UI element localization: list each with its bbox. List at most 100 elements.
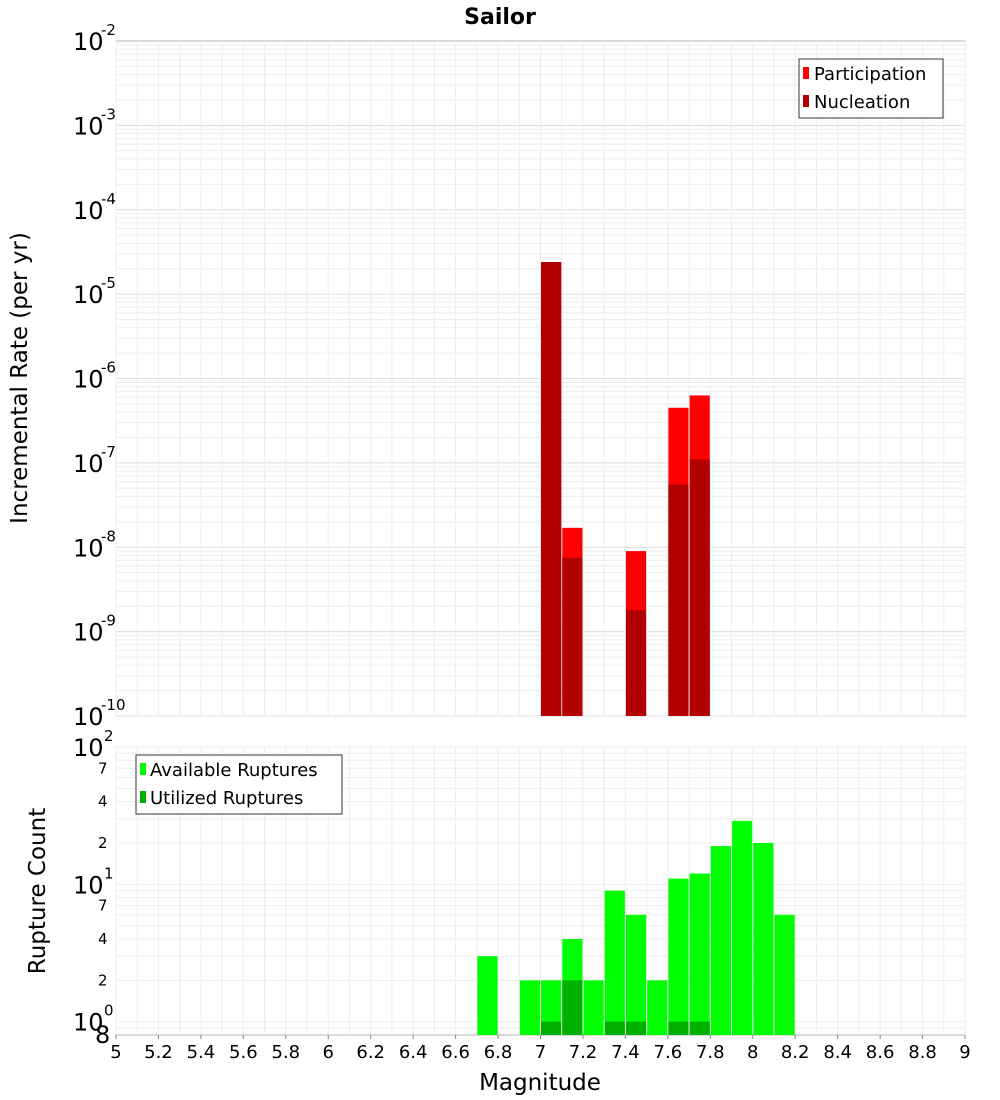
x-tick-label: 8.8: [908, 1042, 937, 1063]
nucleation-bar: [541, 262, 562, 716]
x-tick-label: 6.2: [356, 1042, 385, 1063]
x-tick-labels: 5 5.2 5.4 5.6 5.8 6 6.2 6.4 6.6 6.8 7 7.2 7.4 7.6 7.8 8…: [110, 1035, 971, 1063]
bottom-y-minor-tick: 4: [98, 793, 108, 811]
x-tick-label: 5.6: [229, 1042, 258, 1063]
top-y-tick-base: 10: [73, 28, 104, 56]
bottom-y-minor-tick: 8: [95, 1021, 110, 1049]
nucleation-bar: [689, 459, 710, 716]
top-y-tick-base: 10: [73, 450, 104, 478]
x-tick-label: 5.2: [144, 1042, 173, 1063]
bottom-y-axis-label: Rupture Count: [25, 808, 51, 974]
legend-label-available: Available Ruptures: [150, 760, 318, 781]
x-tick-label: 7.8: [696, 1042, 725, 1063]
top-y-tick-exponent: -7: [101, 443, 116, 461]
legend-label-utilized: Utilized Ruptures: [150, 788, 303, 809]
available-ruptures-bar: [519, 980, 540, 1035]
x-tick-label: 8.2: [781, 1042, 810, 1063]
top-legend: Participation Nucleation: [798, 58, 944, 119]
bottom-y-minor-tick: 4: [98, 930, 108, 948]
top-y-tick-exponent: -6: [101, 359, 116, 377]
available-ruptures-bar: [753, 843, 774, 1035]
available-ruptures-bar: [541, 980, 562, 1035]
bottom-y-minor-tick: 2: [98, 834, 108, 852]
x-tick-label: 8.6: [866, 1042, 895, 1063]
x-tick-label: 6.8: [484, 1042, 513, 1063]
x-tick-label: 6.4: [399, 1042, 428, 1063]
available-ruptures-bar: [625, 914, 647, 1035]
chart-title: Sailor: [464, 5, 536, 30]
nucleation-bar: [625, 610, 647, 716]
top-y-axis-label: Incremental Rate (per yr): [7, 232, 33, 524]
utilized-ruptures-bar: [541, 1021, 562, 1035]
x-tick-label: 9: [959, 1042, 970, 1063]
x-tick-label: 7.2: [569, 1042, 598, 1063]
x-tick-label: 7.6: [654, 1042, 683, 1063]
top-y-tick-base: 10: [73, 197, 104, 225]
available-ruptures-bar: [583, 980, 604, 1035]
x-tick-label: 8: [747, 1042, 758, 1063]
top-y-tick-base: 10: [73, 619, 104, 647]
top-legend-box: [798, 58, 944, 119]
utilized-ruptures-bar: [668, 1021, 689, 1035]
nucleation-bar: [562, 557, 583, 716]
top-y-tick-base: 10: [73, 112, 104, 140]
bottom-y-tick-exponent: 0: [104, 1002, 114, 1020]
top-y-tick-base: 10: [73, 703, 104, 731]
bottom-y-tick-exponent: 2: [104, 727, 114, 745]
top-y-tick-exponent: -5: [101, 274, 116, 292]
utilized-ruptures-bar: [562, 980, 583, 1035]
x-tick-label: 5.4: [187, 1042, 216, 1063]
utilized-ruptures-bar: [689, 1021, 710, 1035]
available-ruptures-bar: [732, 820, 753, 1035]
top-bars: [541, 262, 710, 716]
bottom-y-tick-base: 10: [73, 871, 104, 899]
top-y-tick-exponent: -10: [101, 696, 126, 714]
x-tick-label: 7: [535, 1042, 546, 1063]
x-tick-label: 6: [323, 1042, 334, 1063]
x-tick-label: 8.4: [823, 1042, 852, 1063]
bottom-y-minor-tick: 7: [98, 897, 108, 915]
top-y-tick-exponent: -9: [101, 612, 116, 630]
x-tick-label: 5.8: [271, 1042, 300, 1063]
nucleation-bar: [668, 484, 689, 716]
top-y-tick-exponent: -8: [101, 527, 116, 545]
bottom-y-minor-tick: 7: [98, 759, 108, 777]
top-y-tick-exponent: -3: [101, 105, 116, 123]
x-tick-label: 7.4: [611, 1042, 640, 1063]
top-y-tick-exponent: -4: [101, 190, 116, 208]
top-y-tick-exponent: -2: [101, 21, 116, 39]
top-y-tick-base: 10: [73, 366, 104, 394]
bottom-y-tick-base: 10: [73, 734, 104, 762]
legend-swatch-nucleation: [803, 95, 809, 107]
bottom-bars: [477, 820, 795, 1035]
legend-swatch-participation: [803, 67, 809, 79]
top-y-tick-base: 10: [73, 534, 104, 562]
legend-swatch-utilized: [140, 791, 146, 803]
utilized-ruptures-bar: [604, 1021, 625, 1035]
x-axis-label: Magnitude: [479, 1070, 601, 1096]
bottom-y-minor-tick: 2: [98, 971, 108, 989]
legend-label-nucleation: Nucleation: [814, 92, 910, 113]
top-y-tick-base: 10: [73, 281, 104, 309]
available-ruptures-bar: [774, 914, 795, 1035]
x-tick-label: 5: [110, 1042, 121, 1063]
legend-label-participation: Participation: [814, 64, 926, 85]
utilized-ruptures-bar: [625, 1021, 647, 1035]
top-grid-lines: [115, 41, 966, 717]
available-ruptures-bar: [668, 878, 689, 1035]
bottom-y-tick-exponent: 1: [104, 864, 114, 882]
bottom-legend: Available Ruptures Utilized Ruptures: [135, 754, 343, 815]
legend-swatch-available: [140, 763, 146, 775]
available-ruptures-bar: [647, 980, 668, 1035]
available-ruptures-bar: [604, 890, 625, 1035]
available-ruptures-bar: [689, 873, 710, 1035]
available-ruptures-bar: [477, 956, 498, 1035]
bottom-legend-box: [135, 754, 343, 815]
bottom-y-tick-base: 10: [73, 1009, 104, 1037]
x-tick-label: 6.6: [441, 1042, 470, 1063]
